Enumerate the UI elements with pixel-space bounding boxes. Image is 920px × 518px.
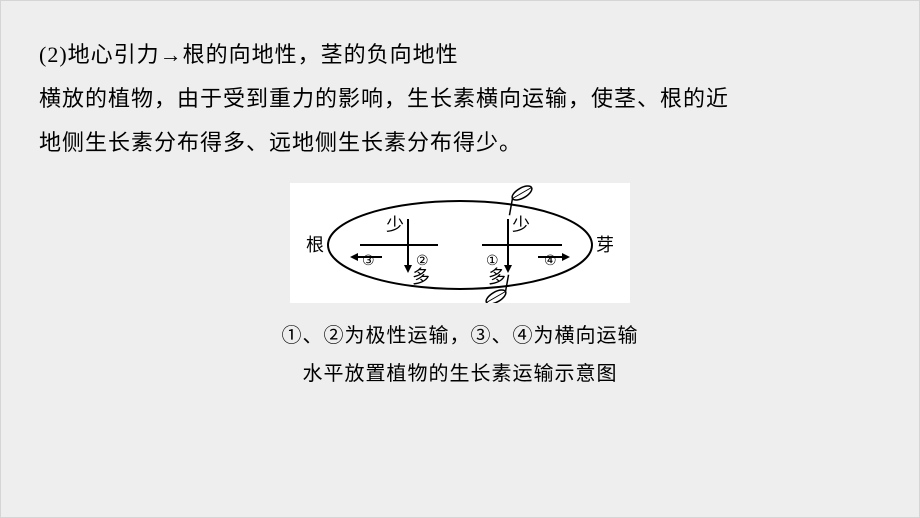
leaf-top <box>500 183 538 215</box>
label-circ1: ① <box>486 254 499 269</box>
text-line-2: 横放的植物，由于受到重力的影响，生长素横向运输，使茎、根的近 <box>39 77 881 121</box>
label-shao-right: 少 <box>512 215 530 235</box>
main-text-block: (2)地心引力→根的向地性，茎的负向地性 横放的植物，由于受到重力的影响，生长素… <box>39 33 881 165</box>
label-shoot: 芽 <box>596 235 614 255</box>
label-root: 根 <box>306 235 324 255</box>
label-shao-left: 少 <box>386 215 404 235</box>
arrowhead-horizontal-right <box>562 253 570 261</box>
diagram-container: 根 芽 少 多 少 多 ① ② ③ ④ <box>39 183 881 303</box>
caption-block: ①、②为极性运输，③、④为横向运输 水平放置植物的生长素运输示意图 <box>39 317 881 393</box>
text-line-1: (2)地心引力→根的向地性，茎的负向地性 <box>39 33 881 77</box>
label-duo-left: 多 <box>412 267 430 287</box>
arrowhead-horizontal-left <box>350 253 358 261</box>
text-line-3: 地侧生长素分布得多、远地侧生长素分布得少。 <box>39 121 881 165</box>
caption-line-2: 水平放置植物的生长素运输示意图 <box>39 355 881 393</box>
label-circ3: ③ <box>362 254 375 269</box>
auxin-transport-diagram: 根 芽 少 多 少 多 ① ② ③ ④ <box>290 183 630 303</box>
label-circ2: ② <box>416 254 429 269</box>
diagram-box: 根 芽 少 多 少 多 ① ② ③ ④ <box>290 183 630 303</box>
label-duo-right: 多 <box>488 267 506 287</box>
label-circ4: ④ <box>544 254 557 269</box>
caption-line-1: ①、②为极性运输，③、④为横向运输 <box>39 317 881 355</box>
arrowhead-vertical-left <box>404 265 412 273</box>
